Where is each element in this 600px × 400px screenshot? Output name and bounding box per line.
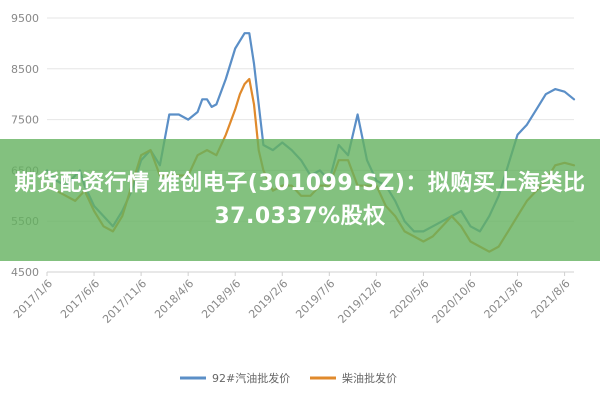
x-tick-label: 2021/3/6 — [482, 277, 526, 321]
x-tick-label: 2018/9/6 — [199, 277, 243, 321]
x-tick-label: 2019/2/6 — [246, 277, 290, 321]
x-tick-label: 2020/5/6 — [387, 277, 431, 321]
x-tick-label: 2017/11/6 — [100, 277, 149, 326]
x-tick-label: 2019/7/6 — [293, 277, 337, 321]
x-tick-label: 2020/10/6 — [430, 277, 479, 326]
headline-banner: 期货配资行情 雅创电子(301099.SZ)：拟购买上海类比37.0337%股权 — [0, 139, 600, 261]
x-tick-label: 2017/6/6 — [58, 277, 102, 321]
legend-label-1[interactable]: 柴油批发价 — [342, 371, 397, 385]
y-tick-label: 7500 — [11, 114, 39, 127]
x-tick-label: 2021/8/6 — [529, 277, 573, 321]
x-tick-label: 2017/1/6 — [11, 277, 55, 321]
x-tick-label: 2019/12/6 — [335, 277, 384, 326]
x-tick-label: 2018/4/6 — [152, 277, 196, 321]
headline-text: 期货配资行情 雅创电子(301099.SZ)：拟购买上海类比37.0337%股权 — [14, 171, 586, 229]
legend-label-0[interactable]: 92#汽油批发价 — [212, 371, 290, 385]
y-tick-label: 9500 — [11, 12, 39, 25]
legend[interactable]: 92#汽油批发价 柴油批发价 — [180, 371, 397, 385]
y-tick-label: 4500 — [11, 266, 39, 279]
y-tick-label: 8500 — [11, 63, 39, 76]
